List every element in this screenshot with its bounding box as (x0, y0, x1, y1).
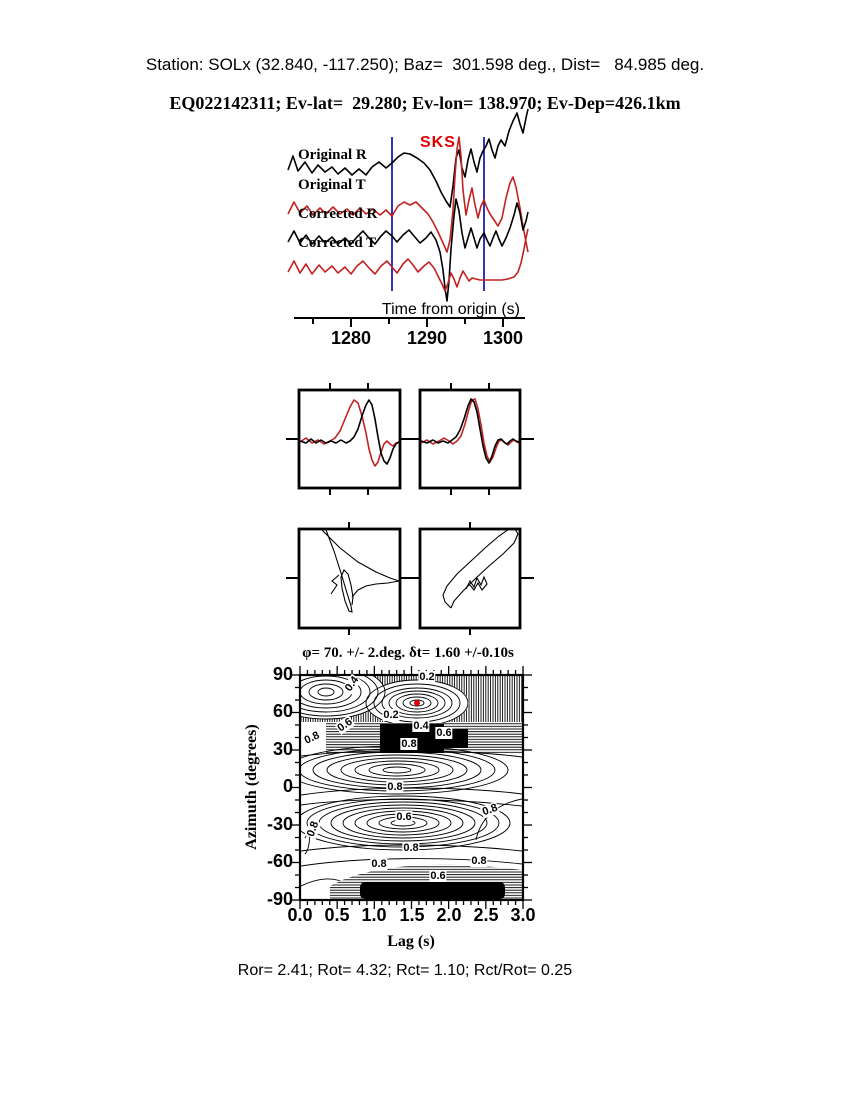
trace-label-corrected-r: Corrected R (298, 206, 378, 222)
xtick-20: 2.0 (436, 905, 462, 925)
best-fit-basin (365, 679, 469, 727)
xtick-10: 1.0 (361, 905, 387, 925)
corrected-t-trace (287, 228, 529, 292)
contour-label: 0.6 (435, 727, 453, 739)
xtick-15: 1.5 (399, 905, 425, 925)
window-lines (391, 137, 485, 291)
lag-axis-label: Lag (s) (387, 933, 435, 950)
particle-right-ellipse (442, 528, 519, 609)
contour-label: 0.2 (382, 709, 400, 721)
time-tick-1300: 1300 (482, 328, 524, 348)
trace-label-original-t: Original T (298, 177, 366, 193)
particle-motion-panel (286, 522, 534, 635)
ytick-90: 90 (272, 664, 293, 684)
trace-label-original-r: Original R (298, 147, 367, 163)
ytick-0: 0 (282, 776, 293, 796)
contour-frame (298, 673, 525, 902)
contour-label: 0.8 (370, 858, 388, 870)
splitting-result-title: φ= 70. +/- 2.deg. δt= 1.60 +/-0.10s (302, 645, 514, 661)
trace-label-corrected-t: Corrected T (298, 235, 377, 251)
ytick--90: -90 (266, 889, 293, 909)
particle-left-path (330, 574, 340, 595)
pulse-right-red (420, 398, 520, 463)
box-ticks (286, 383, 534, 495)
event-header: EQ022142311; Ev-lat= 29.280; Ev-lon= 138… (169, 93, 681, 113)
xtick-0: 0.0 (287, 905, 313, 925)
contour-label: 0.8 (402, 842, 420, 854)
pulse-overlay-panel (286, 383, 534, 495)
amplitude-ratio-stats: Ror= 2.41; Rot= 4.32; Rct= 1.10; Rct/Rot… (237, 962, 573, 979)
contour-label: 0.6 (395, 811, 413, 823)
pulse-right-black (420, 398, 520, 464)
xtick-05: 0.5 (324, 905, 350, 925)
station-header: Station: SOLx (32.840, -117.250); Baz= 3… (145, 55, 705, 74)
seismogram-panel (287, 108, 529, 327)
best-fit-dot (414, 700, 420, 706)
particle-box-uncorrected (297, 527, 402, 630)
ytick-60: 60 (272, 701, 293, 721)
original-t-trace (287, 136, 529, 253)
particle-left-path (351, 580, 400, 598)
contour-label: 0.4 (412, 720, 430, 732)
pulse-left-red (299, 399, 400, 467)
pulse-left-black (299, 399, 400, 465)
pulse-box-corrected (418, 388, 522, 490)
particle-box-corrected (418, 527, 522, 630)
particle-left-path (321, 529, 400, 582)
particle-right-scribble (465, 575, 488, 591)
time-tick-1280: 1280 (330, 328, 372, 348)
xtick-30: 3.0 (510, 905, 536, 925)
contour-label: 0.6 (429, 870, 447, 882)
contour-label: 0.8 (400, 738, 418, 750)
xtick-25: 2.5 (473, 905, 499, 925)
ytick-30: 30 (272, 739, 293, 759)
phase-label-sks: SKS (420, 134, 456, 151)
ytick--30: -30 (266, 814, 293, 834)
time-tick-1290: 1290 (406, 328, 448, 348)
corrected-r-trace (287, 198, 529, 302)
original-r-trace (287, 108, 529, 208)
pulse-box-uncorrected (297, 388, 402, 490)
particle-left-path (325, 529, 354, 613)
open-contour-curves (301, 750, 522, 899)
contour-label: 0.2 (418, 671, 436, 683)
time-axis (294, 317, 525, 327)
error-surface-plot (291, 666, 532, 909)
box-ticks (286, 522, 534, 635)
contour-label: 0.8 (386, 781, 404, 793)
contour-label: 0.8 (470, 855, 488, 867)
ytick--60: -60 (266, 851, 293, 871)
time-axis-label: Time from origin (s) (381, 301, 520, 318)
